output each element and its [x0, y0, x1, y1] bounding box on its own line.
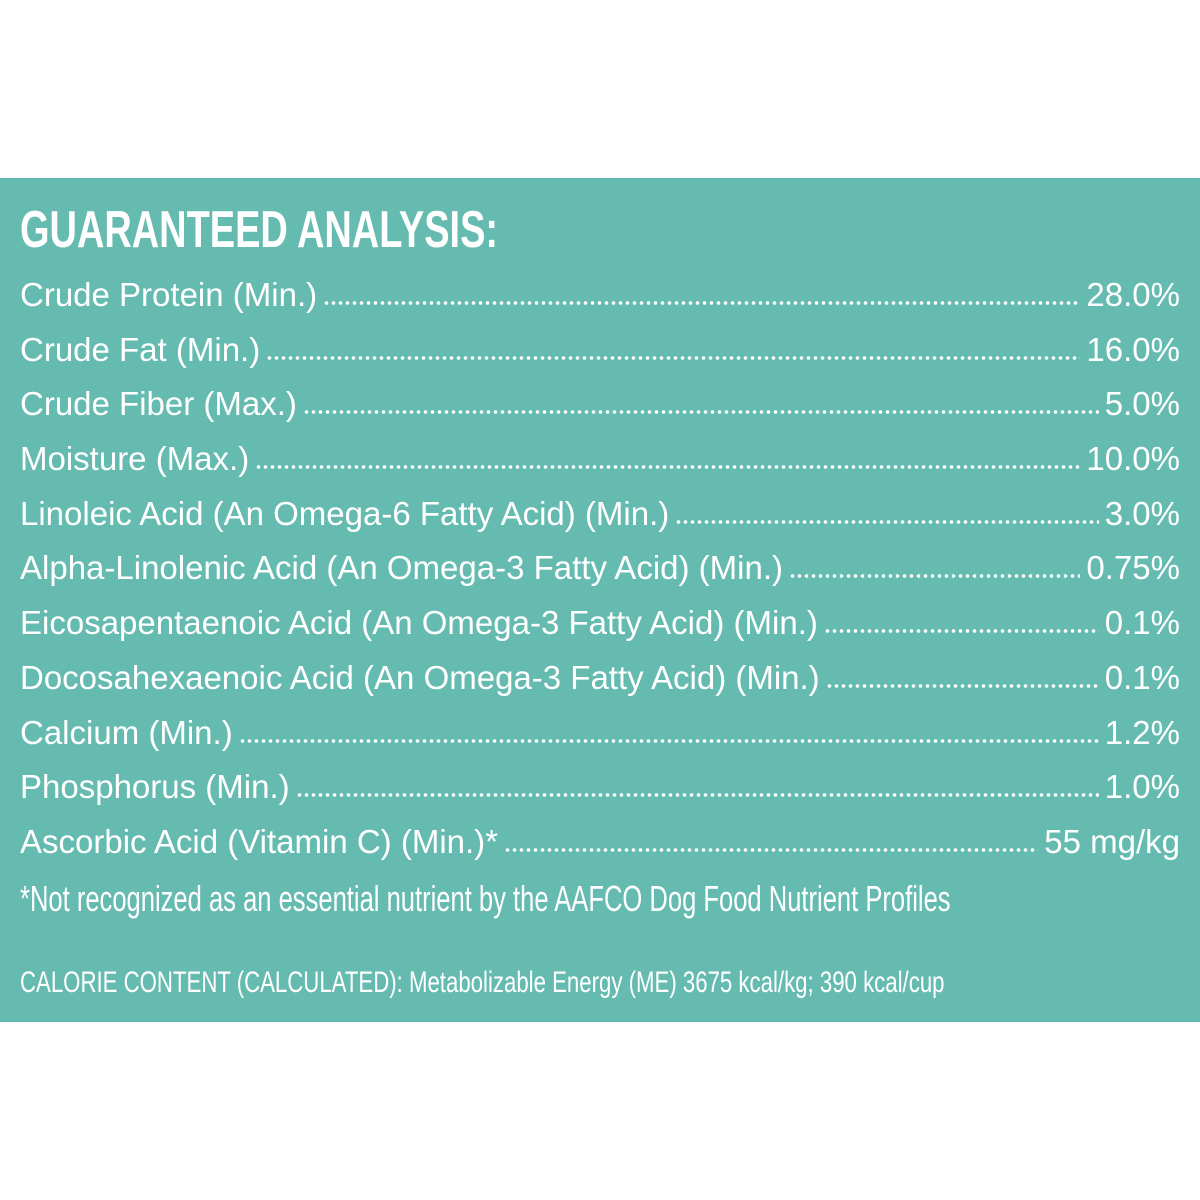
nutrient-label: Docosahexaenoic Acid (An Omega-3 Fatty A…	[20, 658, 820, 696]
nutrient-value: 0.75%	[1086, 549, 1180, 587]
nutrient-row: Phosphorus (Min.) 1.0%	[20, 768, 1180, 823]
nutrient-label: Crude Fat (Min.)	[20, 330, 261, 368]
dot-leader	[266, 354, 1081, 361]
nutrient-row: Crude Fiber (Max.) 5.0%	[20, 385, 1180, 440]
dot-leader	[302, 409, 1099, 416]
dot-leader	[675, 518, 1099, 525]
footnote: *Not recognized as an essential nutrient…	[20, 878, 951, 919]
nutrient-row: Crude Protein (Min.) 28.0%	[20, 276, 1180, 331]
nutrient-label: Crude Protein (Min.)	[20, 276, 318, 313]
nutrient-value: 28.0%	[1086, 276, 1180, 313]
nutrient-row: Crude Fat (Min.) 16.0%	[20, 331, 1180, 386]
nutrient-row: Eicosapentaenoic Acid (An Omega-3 Fatty …	[20, 604, 1180, 659]
dot-leader	[788, 573, 1081, 580]
dot-leader	[238, 737, 1099, 744]
nutrient-value: 5.0%	[1104, 385, 1180, 423]
nutrient-row: Ascorbic Acid (Vitamin C) (Min.)* 55 mg/k…	[20, 823, 1180, 878]
nutrient-value: 1.2%	[1104, 713, 1180, 751]
nutrient-value: 3.0%	[1104, 494, 1180, 532]
dot-leader	[295, 792, 1099, 799]
rows: Crude Protein (Min.) 28.0% Crude Fat (Min.…	[20, 276, 1180, 878]
analysis-panel: GUARANTEED ANALYSIS: Crude Protein (Min.…	[0, 178, 1200, 1022]
nutrient-value: 10.0%	[1086, 440, 1180, 478]
dot-leader	[255, 464, 1081, 471]
nutrient-label: Alpha-Linolenic Acid (An Omega-3 Fatty A…	[20, 549, 783, 587]
nutrient-value: 0.1%	[1104, 658, 1180, 696]
nutrient-value: 55 mg/kg	[1044, 822, 1180, 860]
nutrient-label: Crude Fiber (Max.)	[20, 385, 297, 423]
nutrient-row: Calcium (Min.) 1.2%	[20, 714, 1180, 769]
nutrient-label: Eicosapentaenoic Acid (An Omega-3 Fatty …	[20, 604, 818, 642]
nutrient-label: Linoleic Acid (An Omega-6 Fatty Acid) (M…	[20, 494, 670, 532]
dot-leader	[323, 300, 1081, 306]
dot-leader	[823, 628, 1099, 635]
nutrient-value: 1.0%	[1104, 768, 1180, 806]
nutrient-label: Phosphorus (Min.)	[20, 768, 290, 806]
calorie-content: CALORIE CONTENT (CALCULATED): Metaboliza…	[20, 966, 945, 999]
nutrient-row: Moisture (Max.) 10.0%	[20, 440, 1180, 495]
title: GUARANTEED ANALYSIS:	[20, 201, 499, 259]
nutrient-row: Linoleic Acid (An Omega-6 Fatty Acid) (M…	[20, 495, 1180, 550]
nutrient-label: Ascorbic Acid (Vitamin C) (Min.)*	[20, 822, 499, 860]
nutrient-label: Calcium (Min.)	[20, 713, 233, 751]
nutrient-row: Alpha-Linolenic Acid (An Omega-3 Fatty A…	[20, 549, 1180, 604]
nutrient-value: 0.1%	[1104, 604, 1180, 642]
dot-leader	[504, 846, 1039, 853]
nutrient-label: Moisture (Max.)	[20, 440, 250, 478]
nutrient-value: 16.0%	[1086, 330, 1180, 368]
dot-leader	[825, 682, 1099, 689]
nutrient-row: Docosahexaenoic Acid (An Omega-3 Fatty A…	[20, 659, 1180, 714]
